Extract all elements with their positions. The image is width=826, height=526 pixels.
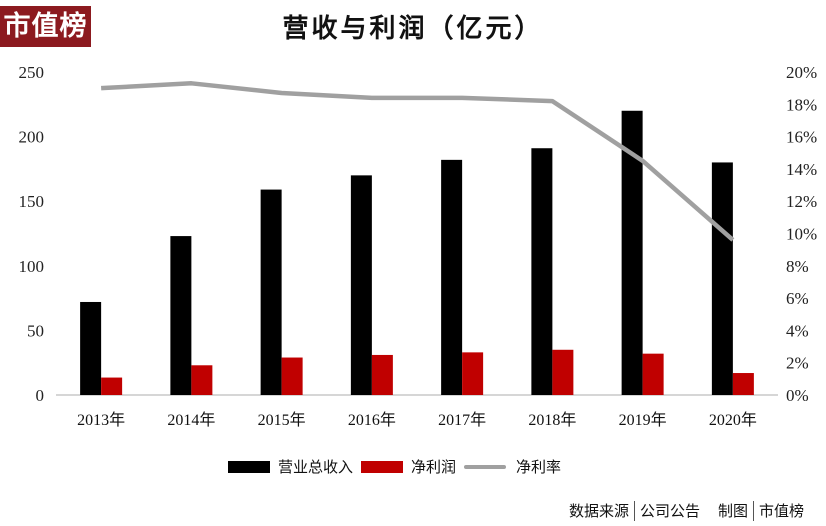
legend: 营业总收入 净利润 净利率 [228, 456, 569, 477]
bar-revenue [531, 148, 553, 395]
y-axis-tick-right: 16% [786, 128, 817, 147]
bar-net-profit [552, 349, 574, 395]
y-axis-tick-left: 0 [36, 386, 45, 405]
y-axis-tick-left: 200 [19, 128, 45, 147]
chart-title: 营收与利润（亿元） [282, 14, 544, 44]
bar-revenue [350, 175, 372, 395]
x-axis-tick: 2017年 [438, 411, 486, 429]
x-axis-tick: 2018年 [528, 411, 576, 429]
y-axis-tick-right: 0% [786, 386, 809, 405]
bar-net-profit [281, 357, 303, 395]
bar-revenue [260, 189, 282, 395]
y-axis-tick-right: 14% [786, 160, 817, 179]
y-axis-tick-left: 100 [19, 257, 45, 276]
source-label: 数据来源 [568, 502, 629, 520]
y-axis-tick-right: 10% [786, 225, 817, 244]
line-net-margin [101, 81, 735, 242]
y-axis-tick-right: 20% [786, 63, 817, 82]
bar-revenue [80, 301, 102, 395]
legend-item-revenue: 营业总收入 [228, 456, 353, 477]
legend-item-net-margin: 净利率 [464, 456, 561, 477]
bar-revenue [441, 159, 463, 395]
bar-net-profit [191, 365, 213, 395]
y-axis-tick-left: 150 [19, 192, 45, 211]
x-axis-tick: 2020年 [709, 411, 757, 429]
bar-revenue [170, 236, 192, 395]
x-axis-tick: 2014年 [167, 411, 215, 429]
legend-label: 营业总收入 [278, 458, 354, 476]
legend-swatch-red-icon [361, 460, 404, 473]
bar-net-profit [732, 373, 754, 395]
brand-logo: 市值榜 [0, 6, 91, 47]
legend-item-net-profit: 净利润 [361, 456, 456, 477]
legend-label: 净利率 [516, 458, 562, 476]
legend-swatch-black-icon [228, 460, 270, 473]
x-axis-tick: 2016年 [348, 411, 396, 429]
x-axis-tick: 2019年 [619, 411, 667, 429]
credit-label: 制图 [717, 502, 748, 520]
legend-label: 净利润 [411, 458, 457, 476]
y-axis-tick-left: 50 [27, 321, 44, 340]
bar-revenue [711, 162, 733, 395]
bar-net-profit [101, 377, 123, 395]
bar-net-profit [462, 352, 484, 395]
x-axis-tick: 2015年 [258, 411, 306, 429]
y-axis-tick-left: 250 [19, 63, 45, 82]
source-note: 数据来源 公司公告 制图 市值榜 [569, 500, 804, 521]
divider [633, 500, 635, 521]
source-value: 公司公告 [639, 502, 700, 520]
y-axis-tick-right: 8% [786, 257, 809, 276]
legend-line-gray-icon [464, 464, 507, 469]
credit-value: 市值榜 [758, 502, 804, 520]
bar-net-profit [371, 354, 393, 395]
y-axis-tick-right: 12% [786, 192, 817, 211]
plot-area: 0 50 100 150 200 250 0% 2% 4% 6% 8% 10% 12% 14% 16% 18%… [19, 63, 818, 429]
bar-net-profit [642, 353, 664, 395]
y-axis-tick-right: 18% [786, 95, 817, 114]
divider [752, 500, 754, 521]
x-axis-tick: 2013年 [77, 411, 125, 429]
bar-revenue [621, 110, 643, 395]
y-axis-tick-right: 6% [786, 289, 809, 308]
y-axis-tick-right: 4% [786, 321, 809, 340]
y-axis-tick-right: 2% [786, 354, 809, 373]
